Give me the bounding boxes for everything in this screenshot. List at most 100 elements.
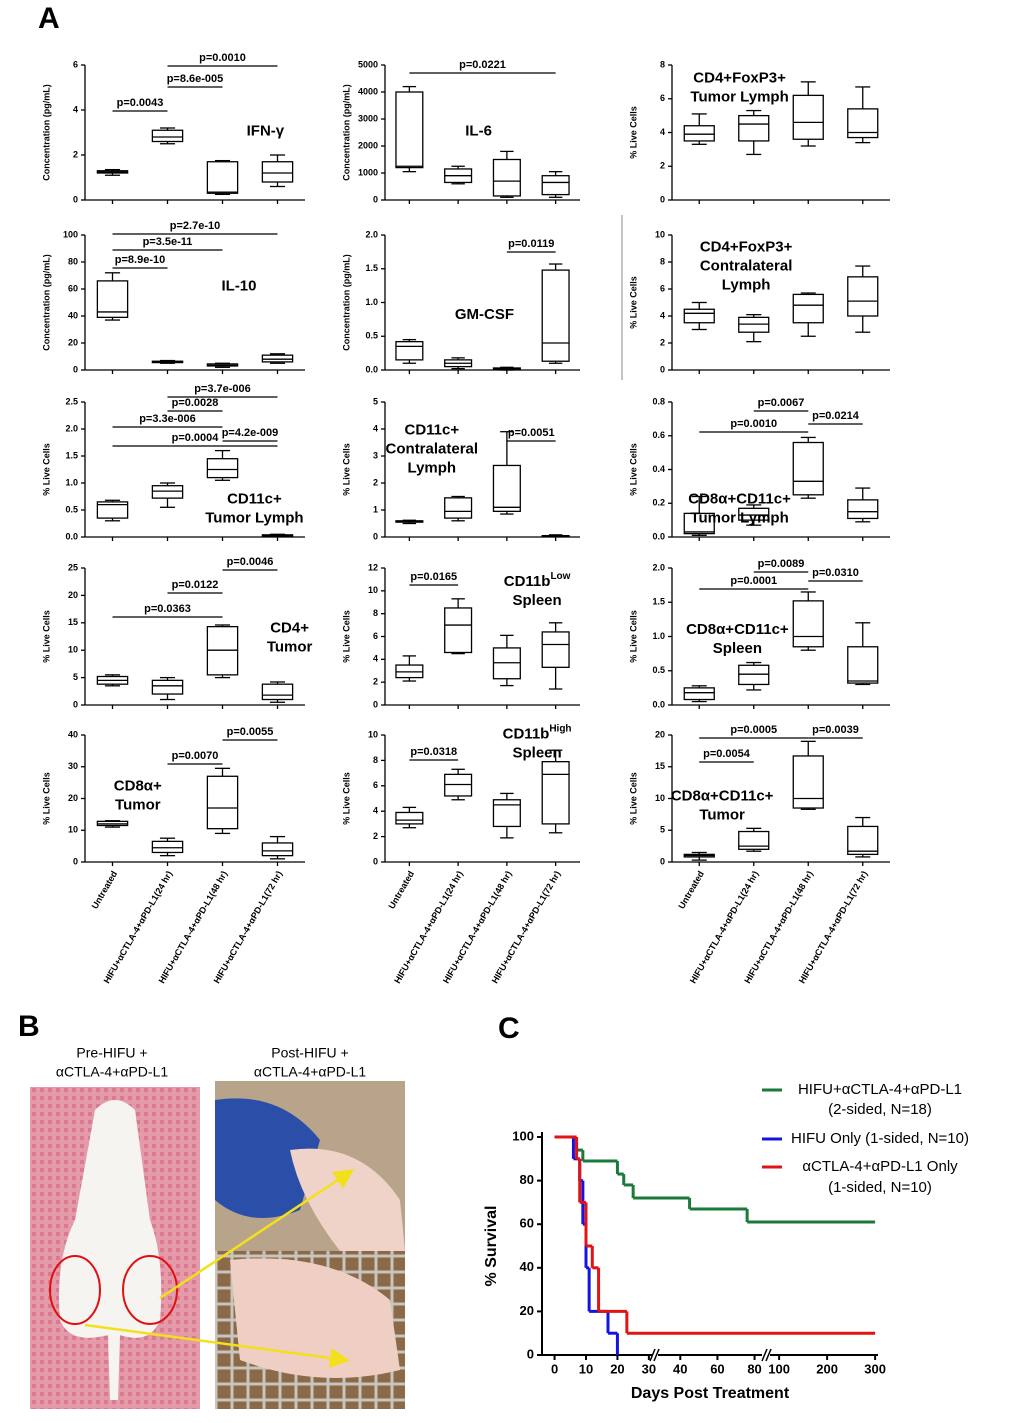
y-tick-label: 2.0 [652, 562, 665, 572]
box [96, 280, 129, 318]
box [261, 842, 294, 857]
box [792, 293, 824, 324]
y-tick-label: 0.8 [652, 396, 665, 406]
legend-label: (2-sided, N=18) [828, 1101, 932, 1118]
y-tick-label: 0.2 [652, 498, 665, 508]
chart-title: Spleen [513, 592, 562, 609]
y-axis-label: Concentration (pg/mL) [41, 84, 51, 181]
p-value: p=0.0028 [172, 397, 219, 409]
y-tick-label: 2000 [358, 140, 378, 150]
y-tick-label: 40 [68, 729, 78, 739]
p-value: p=0.0055 [227, 726, 274, 738]
box [847, 108, 879, 139]
chart-title: CD8α+ [114, 777, 162, 794]
box [792, 755, 824, 809]
p-value: p=3.5e-11 [143, 236, 193, 248]
box [151, 679, 184, 695]
arrow [84, 1323, 350, 1368]
p-value: p=0.0363 [144, 603, 191, 615]
p-value: p=0.0005 [730, 724, 777, 736]
y-tick-label: 1.5 [65, 450, 78, 460]
y-tick-label: 2.5 [65, 396, 78, 406]
y-tick-label: 0.5 [65, 504, 78, 514]
box [683, 125, 715, 142]
y-axis-label: % Live Cells [628, 276, 638, 329]
chart-title: Tumor [699, 807, 745, 824]
y-tick-label: 6 [373, 780, 378, 790]
chart-title: Lymph [407, 460, 456, 477]
y-tick-label: 0 [527, 1346, 534, 1361]
box [738, 664, 770, 686]
y-tick-label: 1.0 [65, 477, 78, 487]
box [683, 512, 715, 535]
y-tick-label: 10 [68, 825, 78, 835]
x-tick-label: Untreated [386, 869, 416, 910]
x-tick-label: 20 [610, 1361, 624, 1376]
y-tick-label: 4 [373, 806, 378, 816]
y-tick-label: 1.5 [365, 263, 378, 273]
y-tick-label: 10 [368, 585, 378, 595]
p-value: p=0.0051 [508, 427, 555, 439]
y-tick-label: 0 [373, 531, 378, 541]
y-tick-label: 20 [68, 337, 78, 347]
p-value: p=0.0010 [199, 52, 246, 64]
legend-label: (1-sided, N=10) [828, 1179, 932, 1196]
y-tick-label: 4 [373, 423, 378, 433]
p-value: p=8.6e-005 [167, 73, 224, 85]
photo-label: Pre-HIFU + [76, 1045, 147, 1061]
y-tick-label: 20 [68, 590, 78, 600]
p-value: p=0.0001 [730, 575, 777, 587]
legend-label: HIFU+αCTLA-4+αPD-L1 [798, 1081, 962, 1098]
y-tick-label: 10 [68, 645, 78, 655]
p-value: p=0.0004 [172, 432, 220, 444]
y-axis-label: Concentration (pg/mL) [41, 254, 51, 351]
box [395, 340, 424, 361]
x-tick-label: Untreated [676, 869, 706, 910]
tumor-circle [49, 1255, 101, 1325]
box [206, 161, 239, 194]
y-tick-label: 60 [68, 283, 78, 293]
y-axis-label: % Survival [483, 1206, 500, 1287]
y-axis-label: % Live Cells [41, 610, 51, 663]
y-tick-label: 2.0 [365, 229, 378, 239]
y-tick-label: 0 [660, 856, 665, 866]
y-tick-label: 0 [660, 194, 665, 204]
x-tick-label: 60 [710, 1361, 724, 1376]
p-value: p=0.0119 [508, 238, 554, 250]
axis-break [649, 1348, 660, 1362]
p-value: p=8.9e-10 [115, 254, 165, 266]
y-axis-label: % Live Cells [41, 772, 51, 825]
box [541, 269, 570, 362]
y-tick-label: 6 [660, 93, 665, 103]
x-tick-label: 10 [579, 1361, 593, 1376]
y-tick-label: 0.5 [365, 331, 378, 341]
y-tick-label: 5000 [358, 59, 378, 69]
photos: Pre-HIFU + αCTLA-4+αPD-L1 Post-HIFU + αC… [30, 1045, 405, 1409]
panel-label: C [498, 1012, 520, 1045]
y-tick-label: 0 [373, 699, 378, 709]
box [444, 497, 473, 519]
y-tick-label: 2.0 [65, 423, 78, 433]
y-axis-label: % Live Cells [628, 443, 638, 496]
chart-title: Tumor Lymph [690, 509, 788, 526]
y-tick-label: 0 [660, 364, 665, 374]
p-value: p=0.0067 [758, 397, 805, 409]
x-tick-label: 0 [551, 1361, 558, 1376]
box [738, 114, 770, 142]
box [792, 94, 824, 140]
y-axis-label: % Live Cells [41, 443, 51, 496]
y-tick-label: 1000 [358, 167, 378, 177]
y-tick-label: 8 [660, 59, 665, 69]
y-tick-label: 25 [68, 562, 78, 572]
chart-title: Contralateral [700, 257, 793, 274]
box [492, 158, 521, 197]
box [738, 316, 770, 333]
box [151, 840, 184, 854]
y-tick-label: 40 [520, 1259, 534, 1274]
y-tick-label: 0.0 [652, 699, 665, 709]
tumor-skin [230, 1258, 400, 1378]
x-tick-label: Untreated [90, 869, 120, 910]
photo-label: αCTLA-4+αPD-L1 [254, 1064, 366, 1080]
chart-title: CD8α+CD11c+ [671, 788, 774, 805]
chart-title: CD4+ [270, 619, 309, 636]
